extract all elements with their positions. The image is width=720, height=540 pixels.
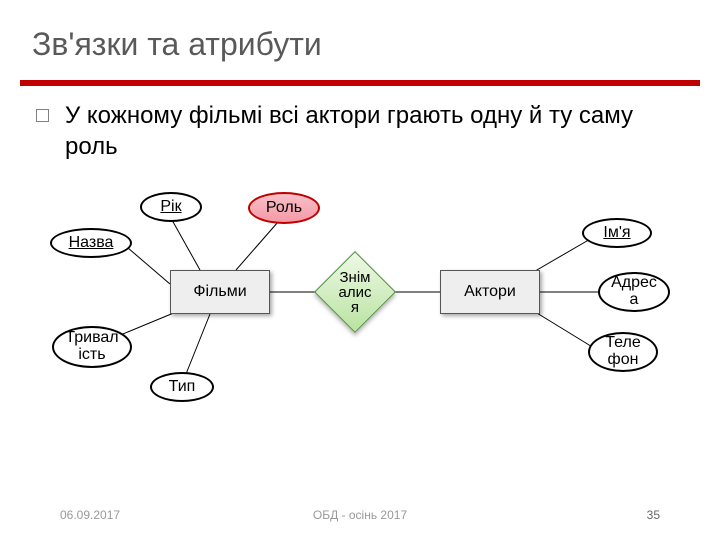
diagram-lines xyxy=(0,0,720,540)
footer-date: 06.09.2017 xyxy=(60,508,120,522)
footer: 06.09.2017 ОБД - осінь 2017 35 xyxy=(0,508,720,522)
footer-page: 35 xyxy=(647,508,660,522)
